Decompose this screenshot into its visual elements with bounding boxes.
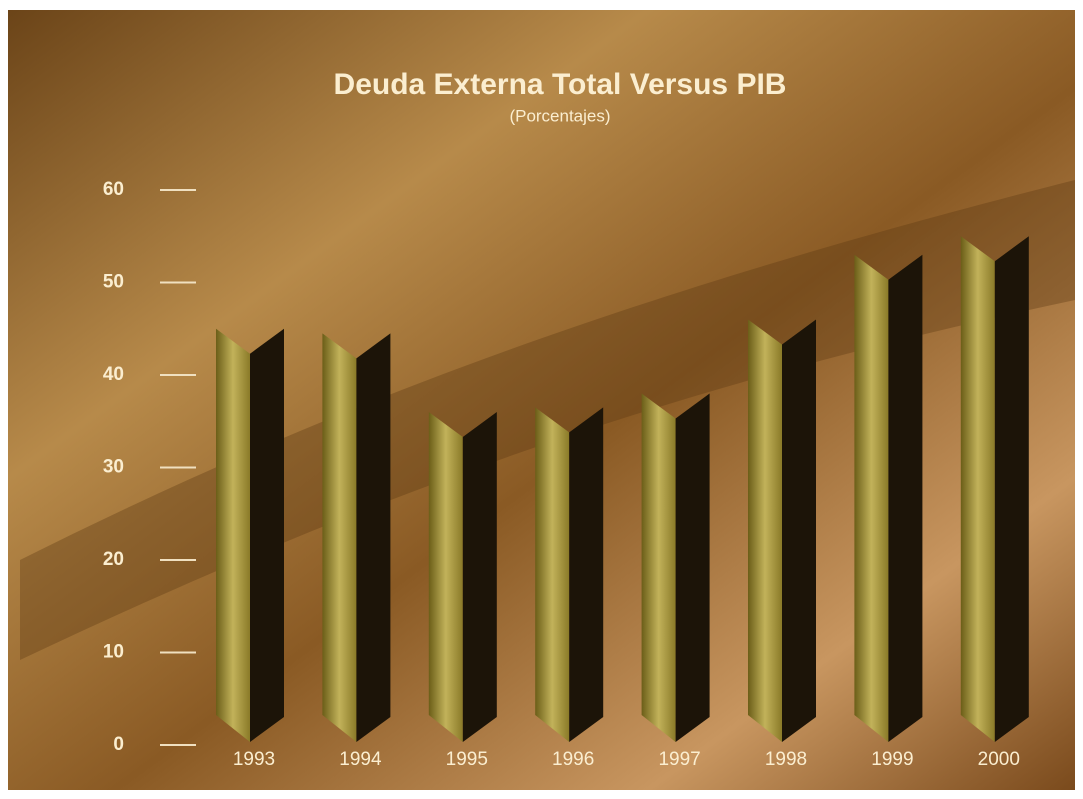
bar: [641, 393, 710, 742]
x-tick-label: 1995: [446, 749, 488, 770]
bar: [535, 407, 604, 742]
y-tick-label: 20: [103, 549, 124, 570]
y-tick-label: 40: [103, 364, 124, 385]
chart-title: Deuda Externa Total Versus PIB: [334, 68, 787, 101]
bar: [216, 328, 284, 742]
bar-front-face: [641, 393, 676, 742]
bar-side-face: [888, 254, 923, 742]
bar-front-face: [960, 236, 995, 742]
bar: [854, 254, 923, 742]
x-tick-label: 1993: [233, 749, 275, 770]
bar-front-face: [854, 254, 889, 742]
x-tick-label: 2000: [978, 749, 1020, 770]
bar-front-face: [216, 328, 250, 742]
y-tick-label: 60: [103, 179, 124, 200]
x-tick-label: 1994: [339, 749, 382, 770]
y-tick-label: 0: [113, 734, 124, 755]
bar-front-face: [748, 319, 782, 742]
bar: [960, 236, 1029, 742]
x-tick-label: 1997: [658, 749, 700, 770]
y-tick-label: 50: [103, 272, 124, 293]
bar-front-face: [535, 407, 570, 742]
bar-side-face: [356, 333, 391, 742]
bar: [748, 319, 816, 742]
bar-side-face: [569, 407, 604, 742]
bar-side-face: [675, 393, 710, 742]
bar-side-face: [782, 319, 816, 742]
y-tick-label: 10: [103, 642, 124, 663]
bar-front-face: [428, 412, 463, 742]
x-tick-label: 1999: [871, 749, 913, 770]
x-tick-label: 1996: [552, 749, 594, 770]
chart-subtitle: (Porcentajes): [509, 106, 610, 125]
bar: [428, 412, 497, 742]
bar-side-face: [462, 412, 497, 742]
bar: [322, 333, 391, 742]
x-tick-label: 1998: [765, 749, 807, 770]
bar-side-face: [250, 328, 284, 742]
bar-side-face: [994, 236, 1029, 742]
bar-front-face: [322, 333, 357, 742]
y-tick-label: 30: [103, 457, 124, 478]
